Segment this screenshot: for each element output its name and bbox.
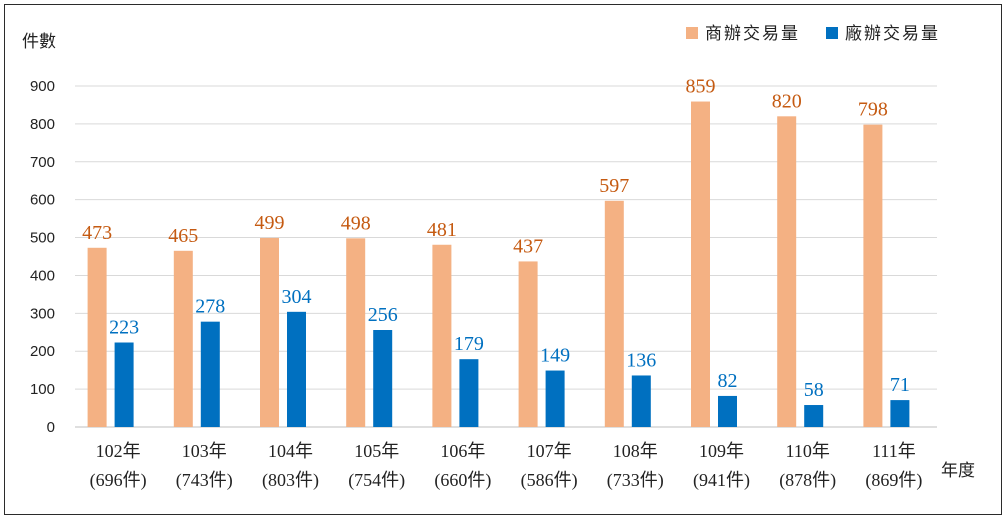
y-axis-ticks: 0 100 200 300 400 500 600 700 800 900 <box>30 78 55 436</box>
bar-industrial-office <box>200 321 220 427</box>
bars <box>87 101 910 428</box>
bar-commercial-office <box>260 237 279 427</box>
x-category-year: 103年 <box>182 441 227 461</box>
y-tick-label: 300 <box>30 305 55 322</box>
x-category-year: 102年 <box>96 441 141 461</box>
bar-commercial-office <box>777 116 797 428</box>
chart-frame <box>4 4 1002 515</box>
bar-industrial-office <box>804 405 824 427</box>
x-axis-categories: 102年 (696件) 103年 (743件) 104年 (803件) 105年 (754件)… <box>90 441 923 491</box>
data-label-commercial-office: 481 <box>427 219 457 241</box>
data-label-commercial-office: 465 <box>168 225 198 247</box>
x-category-total: (878件) <box>779 470 836 491</box>
data-label-industrial-office: 278 <box>195 296 225 318</box>
y-tick-label: 100 <box>30 381 55 398</box>
data-labels: 473 223 465 278 499 304 498 256 481 179 437 149 597 1… <box>82 76 910 401</box>
x-category-total: (869件) <box>865 470 922 491</box>
data-label-industrial-office: 149 <box>540 345 570 367</box>
bar-industrial-office <box>373 330 393 427</box>
data-label-industrial-office: 136 <box>626 349 656 371</box>
legend: 商辦交易量 廠辦交易量 <box>686 23 940 44</box>
bar-commercial-office <box>518 261 538 427</box>
x-category-total: (660件) <box>434 470 491 491</box>
data-label-industrial-office: 223 <box>109 317 139 339</box>
y-tick-label: 500 <box>30 230 55 247</box>
x-category-year: 111年 <box>872 441 916 461</box>
bar-commercial-office <box>863 124 883 427</box>
legend-label-commercial-office: 商辦交易量 <box>705 24 800 44</box>
x-category-year: 105年 <box>354 441 399 461</box>
x-category-total: (754件) <box>348 470 405 491</box>
data-label-commercial-office: 473 <box>82 222 112 244</box>
y-tick-label: 900 <box>30 78 55 95</box>
data-label-industrial-office: 58 <box>804 379 824 401</box>
x-category-total: (586件) <box>521 470 578 491</box>
y-axis-title: 件數 <box>22 32 56 52</box>
legend-label-industrial-office: 廠辦交易量 <box>845 23 940 44</box>
x-category-year: 109年 <box>699 441 744 461</box>
bar-industrial-office <box>545 370 565 427</box>
bar-industrial-office <box>890 400 910 427</box>
bar-industrial-office <box>114 342 134 427</box>
x-category-year: 104年 <box>268 441 313 461</box>
bar-commercial-office <box>432 244 452 427</box>
x-category-year: 107年 <box>527 441 572 461</box>
data-label-commercial-office: 820 <box>772 90 802 112</box>
bar-industrial-office <box>631 375 651 427</box>
y-tick-label: 600 <box>30 192 55 209</box>
bar-industrial-office <box>718 395 737 427</box>
x-category-year: 110年 <box>786 441 830 461</box>
y-tick-label: 200 <box>30 343 55 360</box>
x-category-year: 106年 <box>440 441 485 461</box>
bar-industrial-office <box>287 311 306 427</box>
legend-swatch-industrial-office <box>826 27 838 39</box>
legend-swatch-commercial-office <box>686 27 698 39</box>
y-tick-label: 800 <box>30 116 55 133</box>
data-label-industrial-office: 256 <box>368 304 398 326</box>
x-category-total: (696件) <box>90 470 147 491</box>
x-category-total: (733件) <box>607 470 664 491</box>
data-label-industrial-office: 82 <box>718 370 738 392</box>
data-label-commercial-office: 859 <box>686 76 716 98</box>
y-tick-label: 400 <box>30 267 55 284</box>
x-axis-title: 年度 <box>941 461 975 481</box>
data-label-commercial-office: 437 <box>513 235 543 257</box>
data-label-industrial-office: 179 <box>454 333 484 355</box>
x-category-total: (743件) <box>176 470 233 491</box>
bar-industrial-office <box>459 359 479 427</box>
x-category-total: (941件) <box>693 470 750 491</box>
y-tick-label: 0 <box>47 419 55 436</box>
y-tick-label: 700 <box>30 154 55 171</box>
bar-commercial-office <box>691 101 710 427</box>
bar-commercial-office <box>173 250 193 427</box>
x-category-total: (803件) <box>262 470 319 491</box>
data-label-industrial-office: 71 <box>890 374 910 396</box>
data-label-industrial-office: 304 <box>282 286 312 308</box>
x-category-year: 108年 <box>613 441 658 461</box>
data-label-commercial-office: 498 <box>341 212 371 234</box>
data-label-commercial-office: 499 <box>255 212 285 234</box>
bar-commercial-office <box>604 200 624 427</box>
bar-commercial-office <box>346 238 366 427</box>
data-label-commercial-office: 597 <box>599 175 629 197</box>
data-label-commercial-office: 798 <box>858 99 888 121</box>
bar-commercial-office <box>87 247 107 427</box>
